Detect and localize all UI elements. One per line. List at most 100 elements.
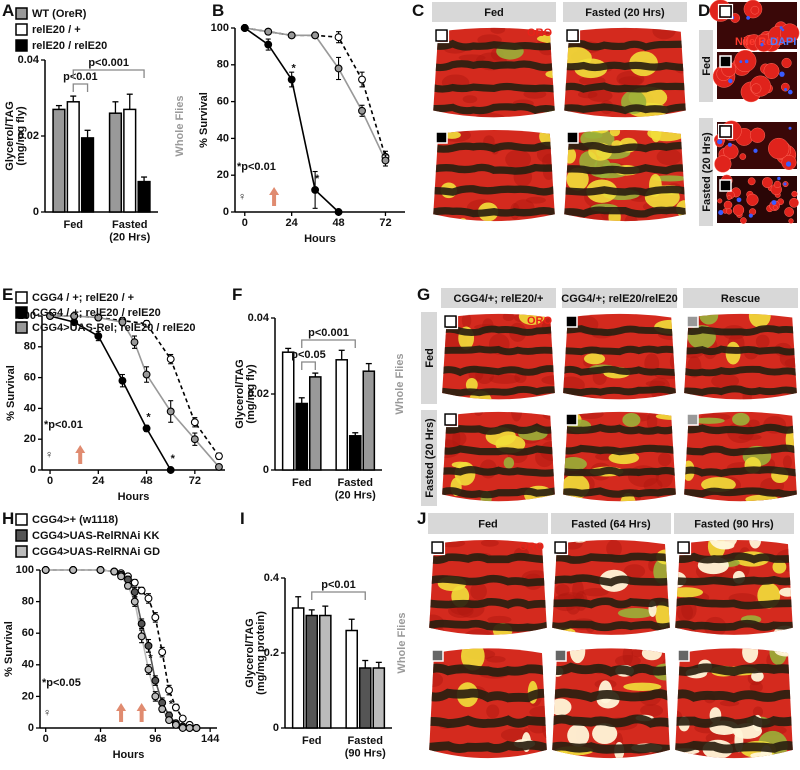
stripe [442,365,555,377]
lipid-loss [699,313,719,325]
texture [542,411,555,421]
lipid-loss [620,492,636,502]
lipid-droplet [791,190,798,198]
x-tick-label: 144 [201,733,220,745]
panel-letter: H [2,509,14,528]
lipid-loss [609,129,621,137]
lipid-droplet [740,217,747,224]
stripe [563,385,676,397]
lipid-droplet [781,57,792,69]
lipid-droplet [746,193,759,206]
column-header: Fed [478,518,498,530]
y-tick-label: 0 [30,464,36,476]
point [144,665,153,674]
stripe [552,620,670,632]
texture [606,540,622,558]
genotype-box-outline [717,3,734,20]
point [166,407,175,416]
lipid-droplet [749,127,766,143]
lipid-loss [584,132,603,139]
stripe [442,445,555,456]
side-label: Whole Flies [396,612,408,673]
stripe [433,141,555,153]
lipid-loss [566,167,589,191]
lipid-loss [433,218,445,222]
side-label: Whole Flies [394,353,406,414]
stripe [675,575,793,587]
time-arrow [136,703,147,722]
bright-area [749,540,762,549]
y-axis-label: Glycerol/TAG [4,101,16,170]
stripe [552,662,670,677]
x-tick-label: 72 [189,475,201,487]
fly-image [552,540,670,635]
time-arrow [75,445,86,464]
x-tick-label: Fasted (20 Hrs) [335,477,376,502]
x-tick-label: 48 [94,733,106,745]
lipid-loss [457,218,469,222]
stripe [564,61,686,72]
genotype-box [677,541,690,554]
p-value: p<0.001 [88,57,129,69]
y-axis-unit: (mg/mg protein) [255,611,267,695]
genotype-box [677,649,690,662]
row-label-bar [421,410,437,506]
error-bar [362,659,369,668]
legend-label: CGG4 / +; relE20 / relE20 [32,307,161,319]
stripe [442,325,555,337]
x-tick-label: 24 [92,475,105,487]
nucleus [728,78,733,84]
lipid-droplet [725,208,733,215]
point [70,312,79,320]
lipid-droplet [788,218,794,224]
bright-area [571,540,588,543]
stripe [552,741,670,754]
genotype-box [565,413,578,426]
lipid-droplet [714,155,732,173]
point [166,355,175,364]
lipid-droplet [717,198,723,204]
genotype-box-outline [717,123,734,140]
error-bar [322,605,329,616]
nucleus [781,28,785,32]
nucleus [746,15,750,20]
y-tick-label: 60 [22,627,34,639]
legend-label: relE20 / relE20 [32,40,107,52]
stripe [552,714,670,728]
lipid-loss [503,457,515,469]
texture [462,629,495,635]
texture [500,728,528,742]
nucleus [784,88,788,92]
lipid-loss [655,601,670,628]
nucleus [753,148,758,153]
texture [461,313,472,328]
bar [137,180,151,213]
panel-letter: J [417,509,426,528]
bright-area [742,648,759,663]
stripe [552,688,670,703]
stripe [442,385,555,397]
nucleus [744,59,749,64]
stripe [433,207,555,218]
error-bar [375,661,382,668]
y-tick-label: 20 [217,169,229,181]
bracket-line [311,591,366,600]
y-tick-label: 0.2 [264,647,279,659]
panel-letter: D [698,1,710,20]
fly-image [442,313,555,400]
genotype-box-outline [429,539,446,556]
lipid-droplet [751,83,762,94]
panel-letter: C [412,1,424,20]
side-label: Whole Flies [174,95,186,156]
y-tick-label: 80 [217,59,229,71]
bright-area [715,541,735,550]
texture [676,603,693,622]
genotype-box [435,131,448,144]
genotype-box [431,649,444,662]
point [144,594,153,603]
texture [669,352,676,370]
nucleus [777,176,781,181]
y-axis-unit: (mg/mg fly) [245,364,257,424]
legend-label: relE20 / + [32,24,81,36]
bar [66,101,80,213]
